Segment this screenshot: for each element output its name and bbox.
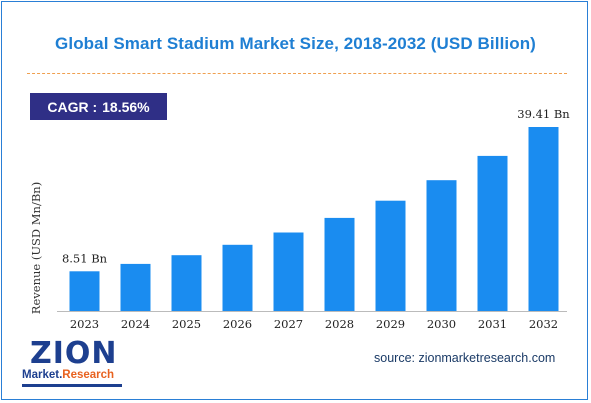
bar-2024 (120, 263, 151, 311)
x-tick-labels: 2023 2024 2025 2026 2027 2028 2029 2030 2031 2032 (70, 317, 558, 331)
title-divider (27, 73, 567, 74)
data-label-2032: 39.41 Bn (517, 107, 570, 121)
logo-wordmark: ZION (30, 336, 118, 371)
bar-2030 (426, 180, 457, 311)
logo-sub-market: Market (22, 369, 60, 381)
bar-2028 (324, 217, 355, 311)
bar-2031 (477, 155, 508, 311)
x-tick-label: 2029 (376, 317, 405, 331)
x-tick-label: 2028 (325, 317, 354, 331)
x-tick-label: 2026 (223, 317, 252, 331)
x-tick-label: 2024 (121, 317, 150, 331)
cagr-value: 18.56% (102, 98, 150, 115)
x-tick-label: 2030 (427, 317, 456, 331)
cagr-badge: CAGR : 18.56% (30, 93, 167, 120)
data-label-2023: 8.51 Bn (62, 251, 108, 265)
x-tick-label: 2032 (529, 317, 558, 331)
bar-2026 (222, 244, 253, 311)
x-tick-label: 2027 (274, 317, 303, 331)
cagr-label: CAGR : (47, 98, 98, 115)
zion-logo: ZION Market.Research (22, 338, 127, 390)
bar-2025 (171, 255, 202, 311)
source-credit: source: zionmarketresearch.com (374, 351, 556, 365)
x-tick-label: 2025 (172, 317, 201, 331)
logo-underline (22, 384, 122, 387)
data-labels: 8.51 Bn 39.41 Bn (62, 107, 570, 265)
logo-sub-research: Research (62, 369, 115, 381)
bar-2029 (375, 200, 406, 311)
x-tick-label: 2031 (478, 317, 507, 331)
bar-2027 (273, 232, 304, 311)
bar-2023 (69, 271, 100, 311)
y-axis-label: Revenue (USD Mn/Bn) (29, 182, 43, 314)
logo-subtitle: Market.Research (22, 369, 115, 381)
x-tick-label: 2023 (70, 317, 99, 331)
bar-series (69, 127, 559, 311)
chart-title: Global Smart Stadium Market Size, 2018-2… (55, 34, 536, 53)
bar-2032 (528, 127, 559, 311)
